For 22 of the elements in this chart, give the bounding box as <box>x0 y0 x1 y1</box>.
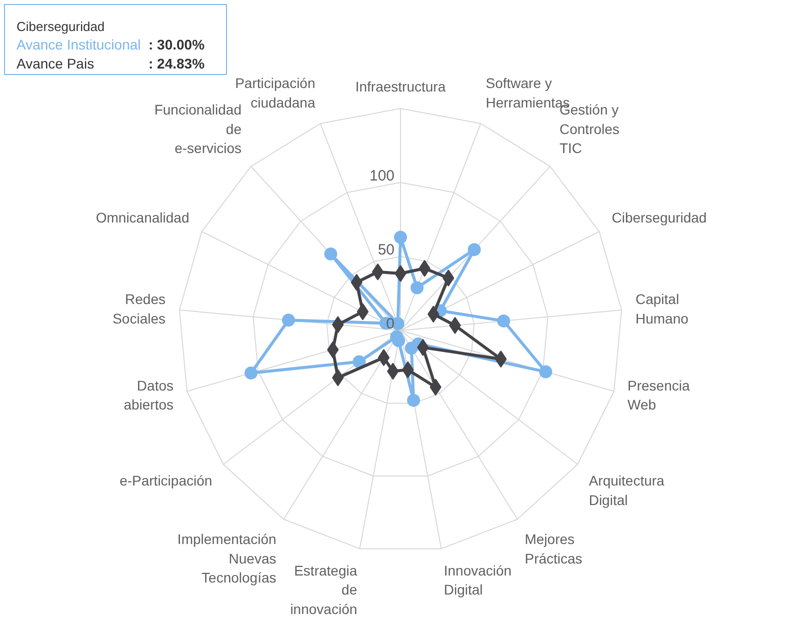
spoke-label: Estrategia de innovación <box>290 562 358 617</box>
spoke-label: Ciberseguridad <box>612 209 707 226</box>
spoke-label: Datos abiertos <box>124 377 174 413</box>
spoke-label: Omnicanalidad <box>96 209 190 226</box>
text: Ciberseguridad <box>16 19 105 34</box>
spoke-label: Innovación Digital <box>444 562 512 598</box>
spoke-label: Infraestructura <box>355 78 446 94</box>
text: Avance Institucional <box>16 36 141 52</box>
y-tick-label: 100 <box>369 168 395 184</box>
spoke-label: Arquitectura Digital <box>588 472 665 508</box>
text: : 30.00% <box>148 36 206 52</box>
text: Avance Pais <box>16 56 94 72</box>
spoke-label: e-Participación <box>120 472 212 489</box>
spoke-label: Mejores Prácticas <box>524 531 582 566</box>
spoke-label: Presencia Web <box>627 377 690 413</box>
spoke-label: Implementación Nuevas Tecnologías <box>177 531 276 586</box>
spoke-label: Redes Sociales <box>112 291 166 326</box>
spoke-label: Funcionalidad de e-servicios <box>154 102 242 156</box>
spoke-label: Capital Humano <box>635 291 689 326</box>
text: : 24.83% <box>148 56 206 72</box>
y-tick-label: 50 <box>378 242 395 258</box>
y-tick-label: 0 <box>386 316 394 332</box>
